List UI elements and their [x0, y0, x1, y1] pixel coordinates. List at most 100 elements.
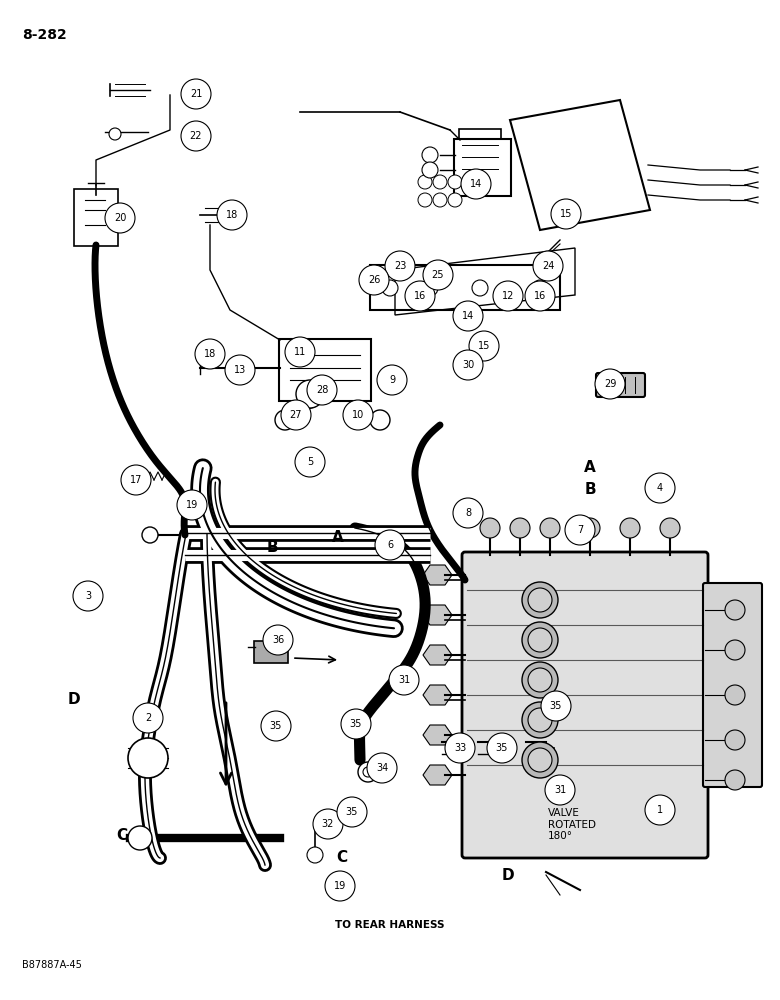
Circle shape [128, 826, 152, 850]
Circle shape [217, 200, 247, 230]
Text: 24: 24 [542, 261, 554, 271]
Polygon shape [423, 645, 452, 665]
Circle shape [580, 518, 600, 538]
Text: 11: 11 [294, 347, 306, 357]
Circle shape [281, 400, 311, 430]
Text: 35: 35 [270, 721, 282, 731]
Text: 28: 28 [316, 385, 328, 395]
Circle shape [487, 733, 517, 763]
Circle shape [343, 400, 373, 430]
Text: 6: 6 [387, 540, 393, 550]
Circle shape [453, 498, 483, 528]
Circle shape [341, 709, 371, 739]
Text: 16: 16 [534, 291, 546, 301]
Circle shape [377, 365, 407, 395]
Text: 8: 8 [465, 508, 471, 518]
Text: C: C [336, 850, 348, 865]
Text: 16: 16 [414, 291, 426, 301]
Text: 15: 15 [560, 209, 573, 219]
Circle shape [595, 369, 625, 399]
Circle shape [177, 490, 207, 520]
Circle shape [660, 518, 680, 538]
Text: 35: 35 [496, 743, 509, 753]
Text: 35: 35 [550, 701, 562, 711]
Text: C: C [116, 828, 128, 844]
Circle shape [453, 301, 483, 331]
Circle shape [105, 203, 135, 233]
Circle shape [565, 515, 595, 545]
Circle shape [313, 809, 343, 839]
Text: 31: 31 [554, 785, 566, 795]
Circle shape [422, 162, 438, 178]
Text: 21: 21 [190, 89, 202, 99]
Text: 23: 23 [394, 261, 406, 271]
Circle shape [528, 628, 552, 652]
Polygon shape [423, 565, 452, 585]
Circle shape [448, 175, 462, 189]
Circle shape [522, 582, 558, 618]
Circle shape [725, 770, 745, 790]
Polygon shape [423, 725, 452, 745]
Text: 1: 1 [657, 805, 663, 815]
Text: 19: 19 [186, 500, 198, 510]
Text: 18: 18 [226, 210, 238, 220]
Text: VALVE
ROTATED
180°: VALVE ROTATED 180° [548, 808, 596, 841]
Circle shape [448, 193, 462, 207]
Text: 7: 7 [577, 525, 583, 535]
Text: A: A [332, 530, 344, 546]
Circle shape [418, 193, 432, 207]
Circle shape [382, 280, 398, 296]
Circle shape [359, 265, 389, 295]
Polygon shape [423, 685, 452, 705]
Text: 15: 15 [478, 341, 490, 351]
Circle shape [540, 518, 560, 538]
Circle shape [522, 622, 558, 658]
Circle shape [133, 703, 163, 733]
Circle shape [142, 527, 158, 543]
Text: 18: 18 [204, 349, 216, 359]
Circle shape [363, 767, 373, 777]
Circle shape [725, 640, 745, 660]
Circle shape [295, 447, 325, 477]
Circle shape [73, 581, 103, 611]
Circle shape [528, 748, 552, 772]
Text: 22: 22 [190, 131, 202, 141]
Circle shape [522, 742, 558, 778]
Circle shape [181, 121, 211, 151]
Text: A: A [584, 460, 596, 476]
Circle shape [307, 847, 323, 863]
Text: 31: 31 [398, 675, 410, 685]
Circle shape [528, 668, 552, 692]
Text: 9: 9 [389, 375, 395, 385]
Circle shape [725, 600, 745, 620]
Text: TO REAR HARNESS: TO REAR HARNESS [335, 920, 445, 930]
Circle shape [533, 251, 563, 281]
Text: 36: 36 [272, 635, 284, 645]
Circle shape [367, 753, 397, 783]
FancyBboxPatch shape [279, 339, 371, 401]
Text: 14: 14 [462, 311, 474, 321]
Circle shape [645, 473, 675, 503]
Circle shape [472, 280, 488, 296]
Circle shape [422, 147, 438, 163]
Text: 29: 29 [604, 379, 616, 389]
Circle shape [375, 530, 405, 560]
Circle shape [121, 465, 151, 495]
Text: 5: 5 [307, 457, 313, 467]
FancyBboxPatch shape [596, 373, 645, 397]
Text: D: D [68, 692, 80, 708]
FancyBboxPatch shape [254, 641, 288, 663]
Circle shape [422, 280, 438, 296]
Circle shape [510, 518, 530, 538]
Circle shape [493, 281, 523, 311]
Text: 3: 3 [85, 591, 91, 601]
Circle shape [545, 775, 575, 805]
Text: 34: 34 [376, 763, 388, 773]
Text: D: D [502, 868, 514, 884]
Circle shape [300, 388, 320, 408]
Circle shape [522, 662, 558, 698]
Text: B87887A-45: B87887A-45 [22, 960, 82, 970]
Circle shape [195, 339, 225, 369]
Circle shape [620, 518, 640, 538]
Circle shape [325, 871, 355, 901]
